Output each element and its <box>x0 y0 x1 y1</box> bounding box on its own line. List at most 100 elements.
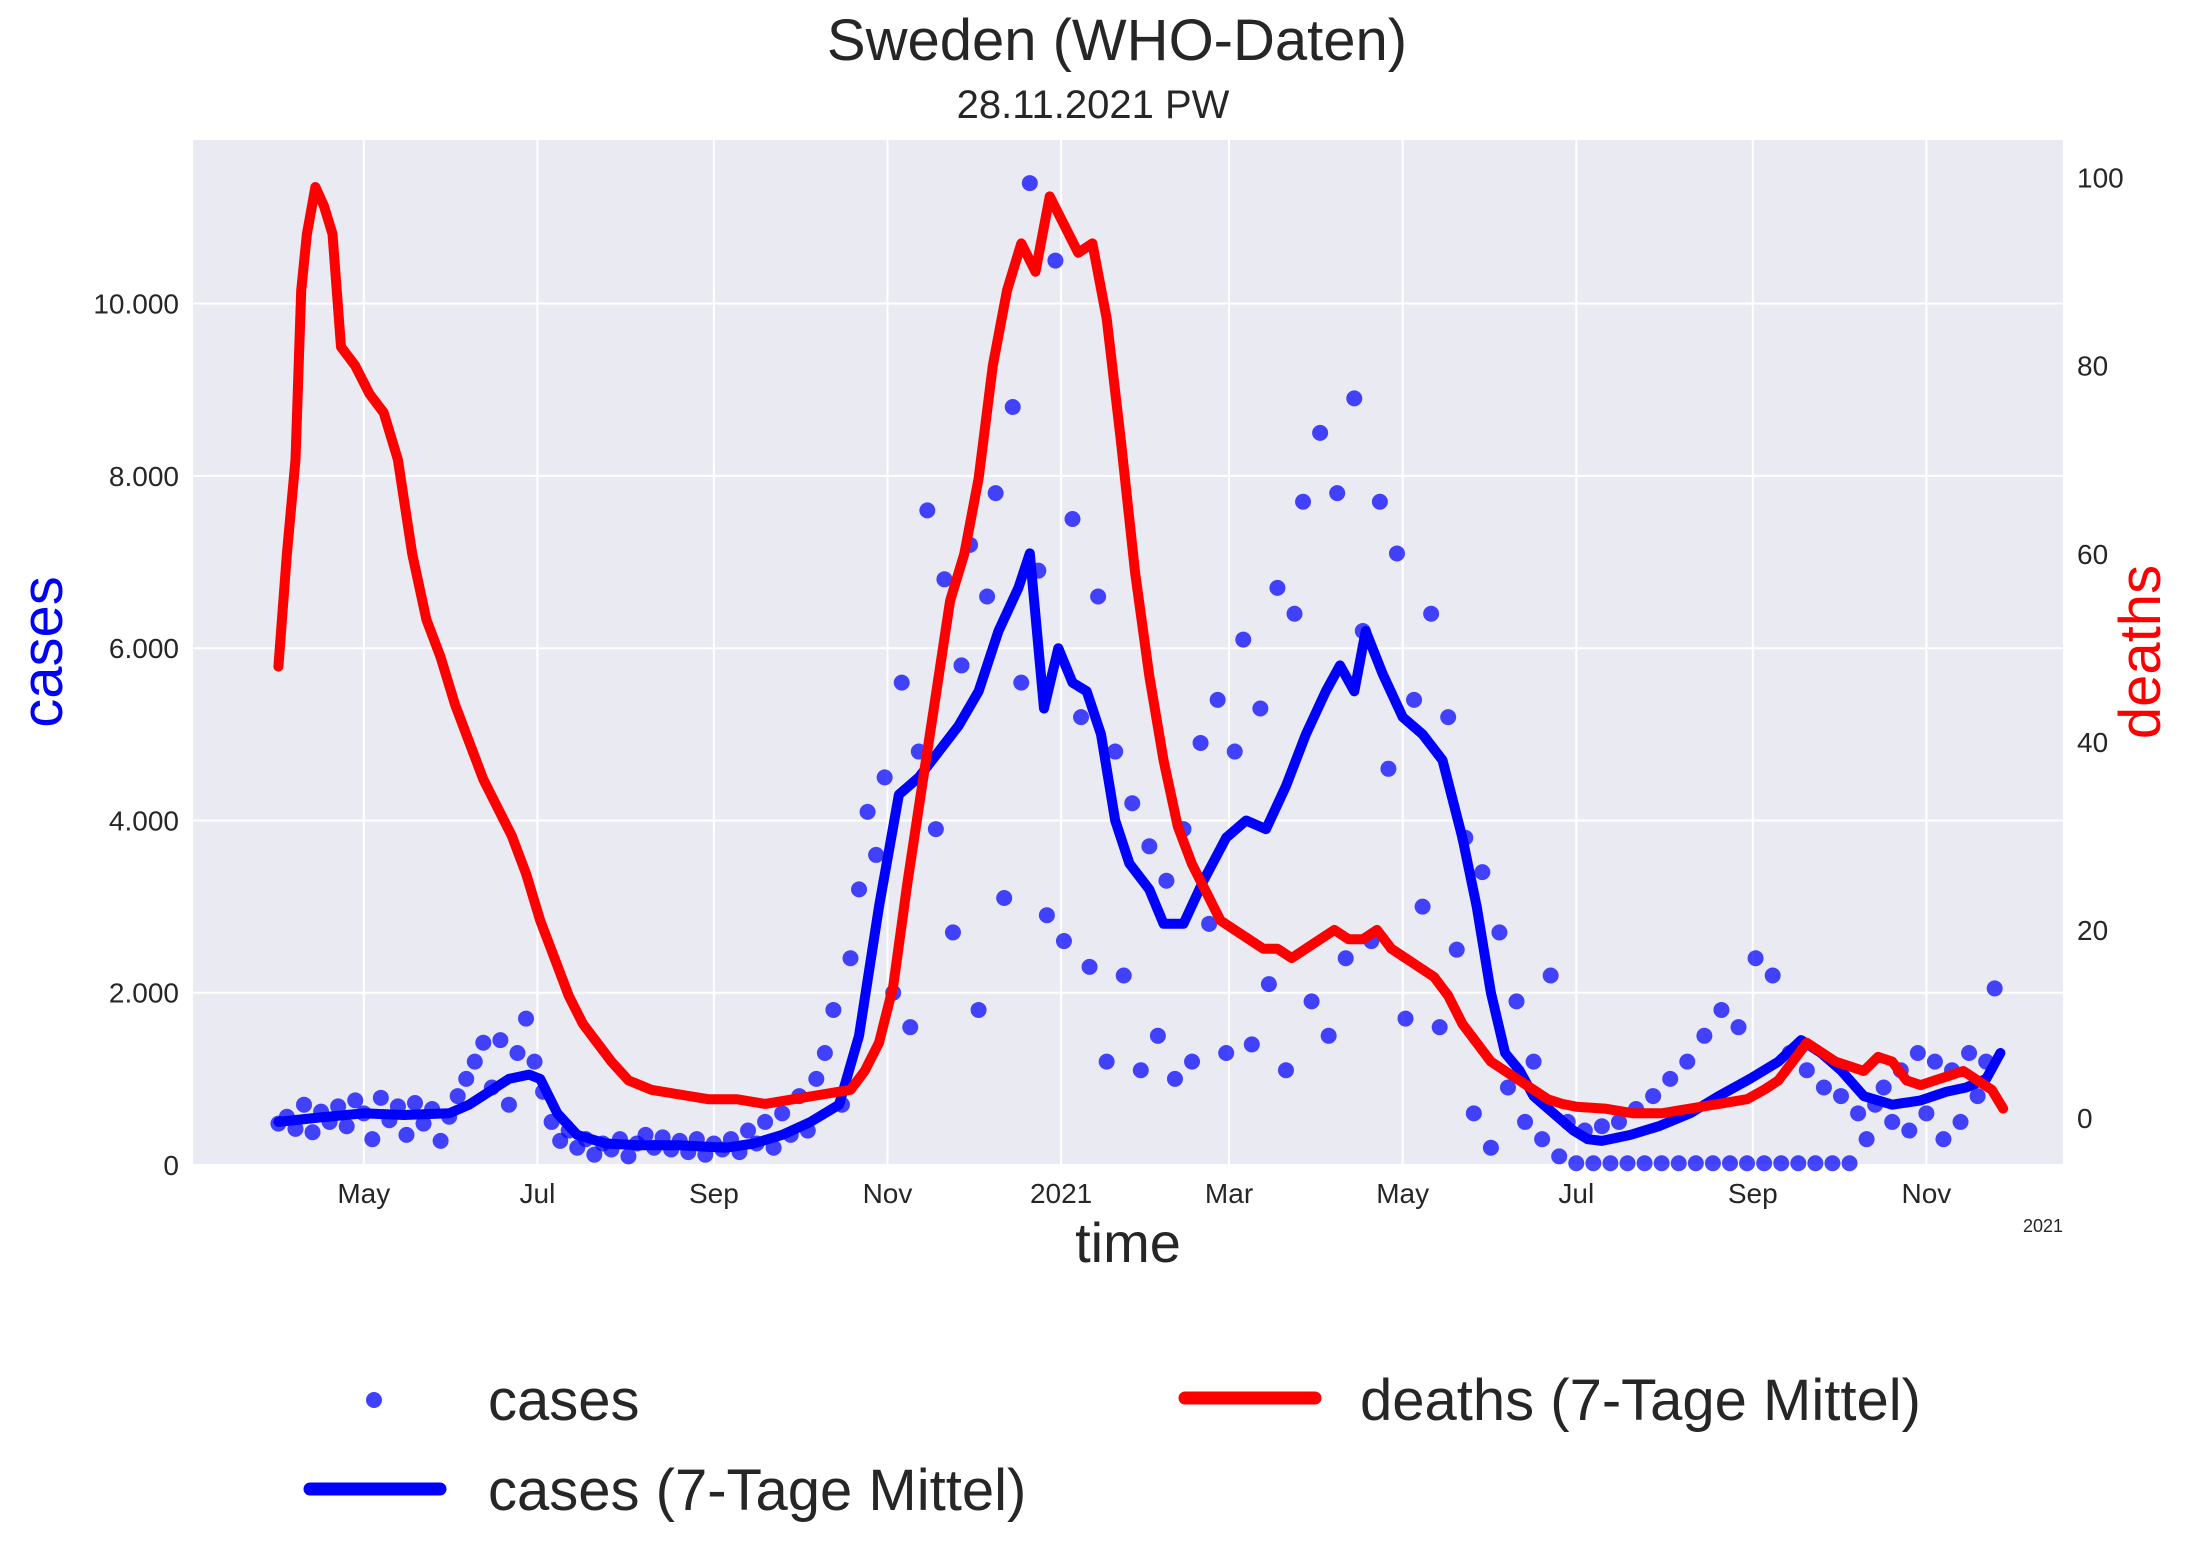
cases-point <box>987 485 1004 502</box>
legend-cases-line-label: cases (7-Tage Mittel) <box>488 1458 1026 1523</box>
chart-title: Sweden (WHO-Daten) <box>827 8 1407 73</box>
y-left-tick-label: 8.000 <box>109 461 179 492</box>
cases-point <box>1730 1019 1747 1036</box>
cases-point <box>1303 993 1320 1010</box>
plot-background <box>193 140 2063 1165</box>
cases-point <box>1346 390 1363 407</box>
cases-point <box>1926 1053 1943 1070</box>
y-left-tick-label: 0 <box>163 1150 179 1181</box>
cases-point <box>996 889 1013 906</box>
cases-point <box>1388 545 1405 562</box>
cases-point <box>876 769 893 786</box>
cases-point <box>859 803 876 820</box>
cases-point <box>1141 838 1158 855</box>
cases-point <box>1909 1045 1926 1062</box>
cases-point <box>620 1148 637 1165</box>
cases-point <box>1081 958 1098 975</box>
cases-point <box>1815 1079 1832 1096</box>
x-tick-label: May <box>337 1178 390 1209</box>
cases-point <box>586 1146 603 1163</box>
cases-point <box>1243 1036 1260 1053</box>
y-left-tick-label: 4.000 <box>109 805 179 836</box>
cases-point <box>1773 1155 1790 1172</box>
x-axis-label: time <box>1075 1211 1181 1274</box>
cases-point <box>936 571 953 588</box>
cases-point <box>1235 631 1252 648</box>
cases-point <box>466 1053 483 1070</box>
cases-point <box>1201 915 1218 932</box>
cases-point <box>449 1088 466 1105</box>
cases-point <box>944 924 961 941</box>
cases-point <box>1850 1105 1867 1122</box>
cases-point <box>1901 1122 1918 1139</box>
cases-7day-line <box>273 548 2006 1153</box>
cases-point <box>740 1122 757 1139</box>
cases-point <box>1875 1079 1892 1096</box>
cases-point <box>1756 1155 1773 1172</box>
y-right-tick-label: 60 <box>2077 539 2108 570</box>
cases-point <box>1824 1155 1841 1172</box>
cases-point <box>1739 1155 1756 1172</box>
cases-point <box>1047 252 1064 269</box>
cases-point <box>1884 1113 1901 1130</box>
cases-point <box>1807 1155 1824 1172</box>
y-right-tick-label: 80 <box>2077 351 2108 382</box>
cases-point <box>1337 950 1354 967</box>
x-tick-label: Sep <box>689 1178 739 1209</box>
cases-point <box>1482 1139 1499 1156</box>
cases-point <box>1969 1088 1986 1105</box>
cases-point <box>432 1132 449 1149</box>
cases-point <box>774 1105 791 1122</box>
cases-point <box>1038 907 1055 924</box>
cases-point <box>1440 709 1457 726</box>
cases-point <box>1986 980 2003 997</box>
cases-point <box>979 588 996 605</box>
y-right-tick-label: 100 <box>2077 163 2124 194</box>
cases-point <box>1662 1070 1679 1087</box>
cases-point <box>1380 760 1397 777</box>
cases-point <box>509 1045 526 1062</box>
cases-point <box>304 1124 321 1141</box>
cases-point <box>526 1053 543 1070</box>
cases-point <box>1952 1113 1969 1130</box>
y-right-tick-label: 20 <box>2077 915 2108 946</box>
y-right-axis-label: deaths <box>2108 565 2173 739</box>
deaths-7day-line <box>273 182 2009 1119</box>
x-tick-label: Jul <box>520 1178 556 1209</box>
legend-deaths-line-label: deaths (7-Tage Mittel) <box>1360 1368 1921 1433</box>
cases-point <box>1679 1053 1696 1070</box>
cases-point <box>1764 967 1781 984</box>
cases-point <box>1585 1155 1602 1172</box>
chart-subtitle: 28.11.2021 PW <box>957 83 1230 127</box>
cases-point <box>1226 743 1243 760</box>
cases-point <box>1747 950 1764 967</box>
cases-point <box>1653 1155 1670 1172</box>
cases-point <box>1696 1027 1713 1044</box>
cases-point <box>1542 967 1559 984</box>
cases-point <box>1252 700 1269 717</box>
cases-point <box>1491 924 1508 941</box>
cases-point <box>1021 175 1038 192</box>
y-left-axis-ticks: 0 2.000 4.000 6.000 8.000 10.000 <box>93 289 179 1181</box>
cases-point <box>1218 1045 1235 1062</box>
cases-point <box>1474 864 1491 881</box>
cases-point <box>757 1113 774 1130</box>
cases-point <box>1260 976 1277 993</box>
cases-point <box>1149 1027 1166 1044</box>
cases-point <box>1192 734 1209 751</box>
y-right-tick-label: 40 <box>2077 727 2108 758</box>
cases-point <box>1371 493 1388 510</box>
x-tick-label: Mar <box>1205 1178 1253 1209</box>
cases-point <box>1832 1088 1849 1105</box>
cases-point <box>1312 424 1329 441</box>
cases-point <box>1431 1019 1448 1036</box>
x-axis-corner-label: 2021 <box>2023 1216 2063 1236</box>
cases-point <box>1687 1155 1704 1172</box>
cases-point <box>1277 1062 1294 1079</box>
cases-point <box>868 846 885 863</box>
cases-point <box>637 1126 654 1143</box>
cases-point <box>347 1092 364 1109</box>
cases-point <box>407 1094 424 1111</box>
cases-point <box>927 821 944 838</box>
